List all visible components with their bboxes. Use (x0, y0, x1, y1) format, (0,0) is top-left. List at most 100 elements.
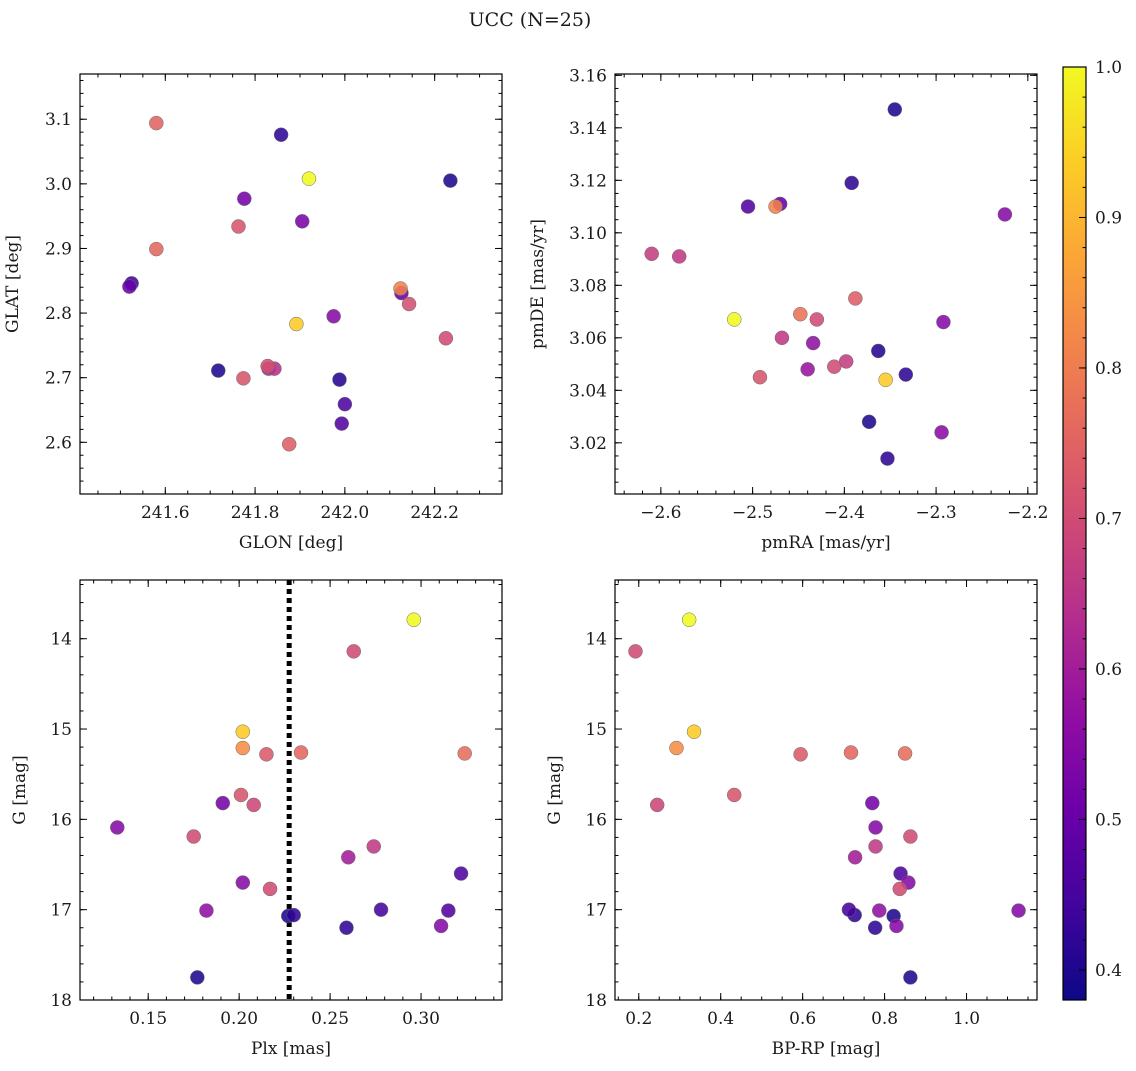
y-tick-label: 16 (50, 810, 72, 830)
y-tick-label: 2.9 (45, 239, 72, 259)
y-tick-label: 3.06 (569, 329, 607, 349)
colorbar-tick-label: 0.6 (1095, 660, 1122, 680)
axis-ticks (615, 74, 1037, 494)
colorbar: 0.4 0.5 0.6 0.7 0.8 0.9 1.0 (1062, 58, 1122, 1001)
colorbar-tick-label: 0.9 (1095, 208, 1122, 228)
scatter-point (236, 371, 251, 386)
y-tick-label: 2.6 (45, 433, 72, 453)
scatter-point (805, 335, 821, 351)
scatter-point (337, 396, 353, 412)
scatter-point (727, 312, 742, 327)
colorbar-tick-label: 0.5 (1095, 810, 1122, 830)
scatter-point (740, 199, 756, 214)
axis-ticks (615, 580, 1037, 1001)
scatter-point (997, 207, 1013, 222)
x-axis-label: Plx [mas] (251, 1039, 331, 1059)
y-tick-label: 3.14 (569, 119, 607, 139)
scatter-point (686, 724, 702, 739)
scatter-point (843, 745, 859, 760)
scatter-point (235, 740, 251, 756)
scatter-point (892, 881, 907, 897)
y-tick-label: 15 (585, 720, 607, 740)
scatter-point (681, 612, 697, 627)
scatter-point (443, 173, 458, 188)
panel-pmra-pmde: −2.6 −2.5 −2.4 −2.3 −2.2 3.02 3.04 3.06 3.08 3.10… (528, 66, 1048, 553)
x-tick-label: 0.15 (129, 1009, 167, 1029)
y-tick-label: 2.8 (45, 304, 72, 324)
scatter-point (671, 249, 687, 264)
scatter-point (441, 903, 456, 918)
scatter-point (433, 918, 449, 934)
scatter-point (122, 279, 137, 294)
scatter-point (868, 820, 883, 835)
scatter-point (872, 903, 887, 918)
scatter-points (644, 102, 1013, 466)
scatter-point (406, 612, 422, 627)
colorbar-tick-label: 0.8 (1095, 359, 1122, 379)
scatter-point (768, 199, 783, 214)
scatter-point (289, 316, 304, 332)
x-tick-label: 1.0 (953, 1009, 980, 1029)
colorbar-gradient (1063, 67, 1086, 1000)
x-tick-label: 0.25 (311, 1009, 349, 1029)
x-axis-label: GLON [deg] (239, 533, 343, 553)
scatter-point (366, 839, 382, 854)
scatter-point (889, 918, 904, 934)
scatter-point (262, 881, 278, 897)
x-tick-label: 0.20 (220, 1009, 258, 1029)
y-tick-label: 17 (585, 901, 607, 921)
x-tick-label: 0.30 (402, 1009, 440, 1029)
scatter-point (774, 330, 790, 346)
scatter-point (871, 343, 886, 359)
scatter-point (326, 309, 341, 324)
axes-frame (79, 73, 503, 495)
scatter-point (752, 369, 768, 385)
scatter-point (260, 358, 275, 374)
y-tick-label: 2.7 (45, 369, 72, 389)
scatter-point (215, 795, 231, 811)
x-axis-label: pmRA [mas/yr] (761, 533, 890, 553)
scatter-point (861, 414, 877, 430)
scatter-point (669, 740, 684, 756)
scatter-point (334, 416, 349, 431)
scatter-point (393, 281, 408, 296)
y-tick-label: 3.08 (569, 276, 607, 296)
axes-frame (614, 73, 1038, 495)
y-tick-label: 14 (50, 630, 72, 650)
x-tick-label: 241.6 (141, 503, 190, 523)
y-tick-label: 14 (585, 630, 607, 650)
scatter-point (237, 191, 252, 206)
scatter-points (110, 612, 472, 985)
scatter-point (649, 797, 665, 813)
scatter-point (793, 306, 808, 322)
scatter-point (847, 850, 863, 865)
scatter-point (903, 829, 918, 844)
scatter-point (199, 903, 214, 918)
scatter-point (341, 850, 356, 865)
x-tick-label: 242.0 (321, 503, 370, 523)
scatter-point (934, 425, 949, 440)
scatter-point (186, 829, 201, 844)
x-tick-label: −2.4 (824, 503, 865, 523)
scatter-point (149, 115, 164, 131)
scatter-point (844, 175, 859, 191)
scatter-point (286, 907, 301, 923)
scatter-point (865, 795, 880, 811)
scatter-point (628, 644, 643, 659)
y-tick-label: 17 (50, 901, 72, 921)
y-tick-label: 18 (585, 991, 607, 1011)
colorbar-tick-label: 0.4 (1095, 961, 1122, 981)
scatter-point (867, 920, 883, 935)
x-tick-label: −2.6 (640, 503, 681, 523)
scatter-point (346, 644, 362, 659)
scatter-point (438, 331, 454, 346)
scatter-points (628, 612, 1026, 985)
axis-ticks (80, 74, 503, 495)
x-tick-label: −2.3 (915, 503, 956, 523)
scatter-point (887, 102, 903, 117)
scatter-point (848, 291, 863, 306)
x-tick-label: 0.8 (871, 1009, 898, 1029)
panel-glon-glat: 241.6 241.8 242.0 242.2 2.6 2.7 2.8 2.9 3.0 3.1 GL… (3, 73, 503, 553)
y-tick-label: 3.0 (45, 175, 72, 195)
scatter-point (273, 127, 289, 142)
